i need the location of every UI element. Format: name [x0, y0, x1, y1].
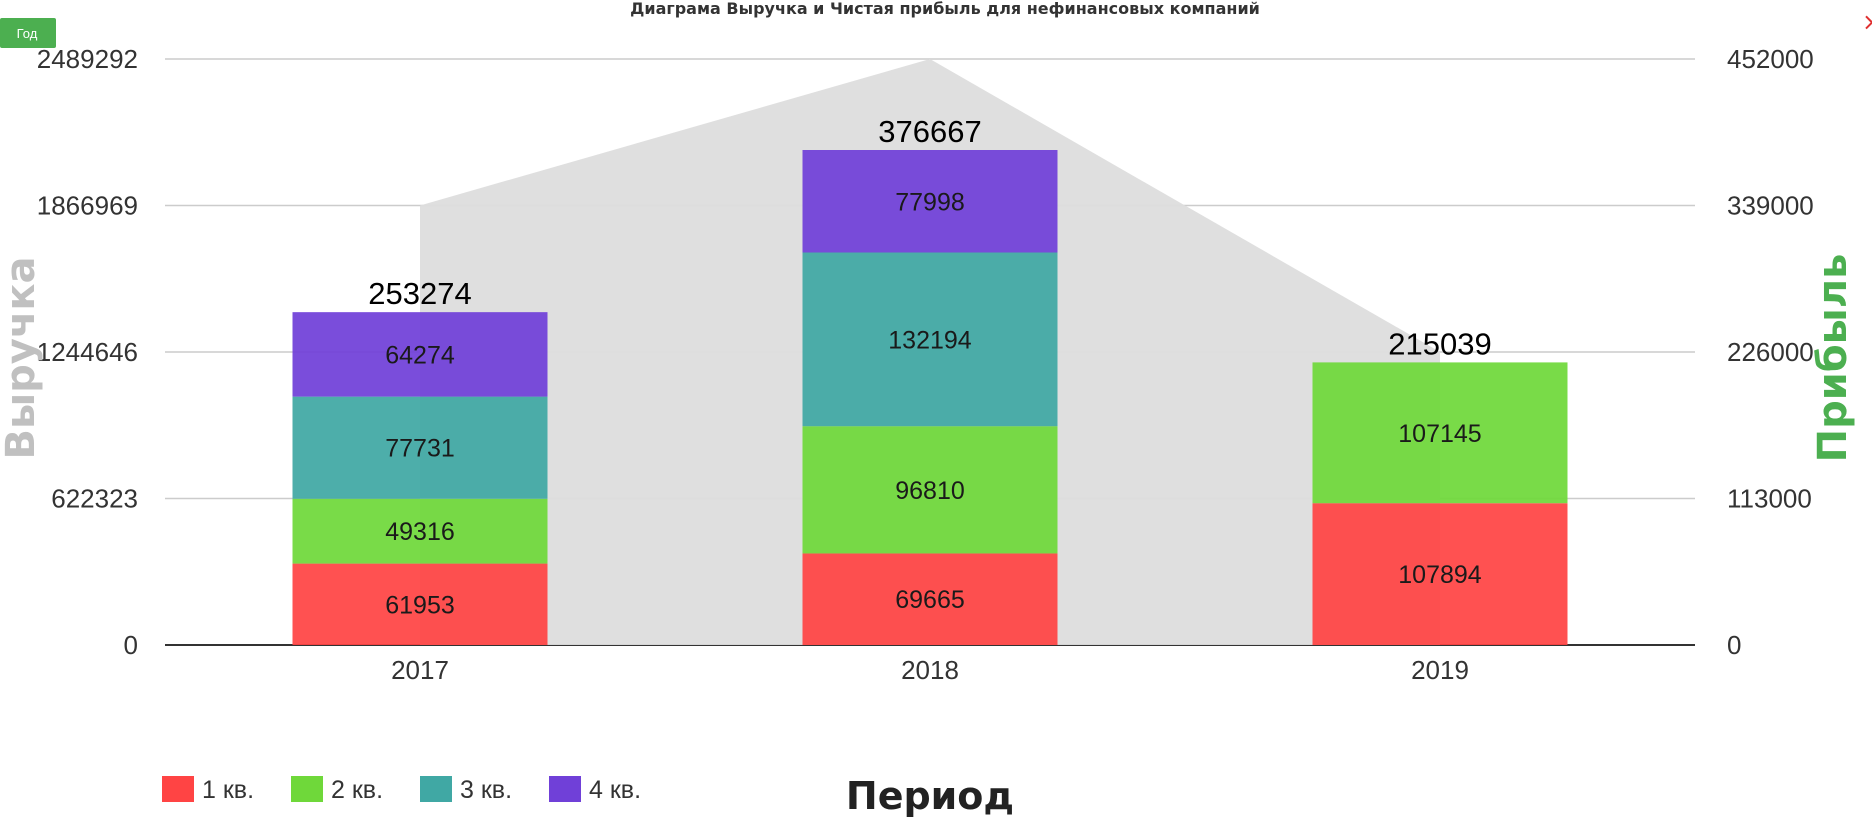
bar-segment-label: 77998 — [895, 188, 965, 216]
legend-label[interactable]: 4 кв. — [589, 776, 641, 804]
axes: 0 0 622323 113000 1244646 226000 1866969 339000… — [37, 44, 1814, 685]
period-button[interactable]: Год — [0, 18, 56, 48]
bar-segment-label: 132194 — [888, 326, 972, 354]
y-tick-label-left: 1244646 — [37, 337, 138, 367]
legend-swatch — [162, 776, 194, 802]
bar-total-label: 215039 — [1388, 326, 1491, 361]
legend-label[interactable]: 2 кв. — [331, 776, 383, 804]
legend-label[interactable]: 1 кв. — [202, 776, 254, 804]
y-tick-label-right: 0 — [1727, 630, 1741, 660]
x-tick-label: 2018 — [901, 655, 959, 685]
bar-segment-label: 96810 — [895, 477, 965, 505]
bar-segment — [802, 252, 1058, 427]
bar-total-label: 376667 — [878, 114, 981, 149]
y-tick-label-left: 2489292 — [37, 44, 138, 74]
period-button-label: Год — [17, 26, 38, 41]
bar-segment — [802, 553, 1058, 645]
y-axis-label-left: Выручка — [0, 257, 44, 460]
y-tick-label-right: 113000 — [1727, 484, 1812, 514]
y-tick-label-right: 339000 — [1727, 191, 1814, 221]
y-tick-label-left: 1866969 — [37, 191, 138, 221]
bar-segment — [802, 426, 1058, 554]
chart-title: Диаграма Выручка и Чистая прибыль для не… — [630, 0, 1260, 18]
bar-segment-label: 49316 — [385, 518, 455, 546]
legend: 1 кв. 2 кв. 3 кв. 4 кв. — [162, 776, 641, 804]
legend-swatch — [420, 776, 452, 802]
bar-segment-label: 107894 — [1398, 561, 1482, 589]
x-tick-label: 2017 — [391, 655, 449, 685]
y-tick-label-right: 452000 — [1727, 44, 1814, 74]
bar-segment — [292, 498, 548, 564]
bar-segment-label: 69665 — [895, 586, 965, 614]
bar-segment — [1312, 503, 1568, 645]
bar-segment-label: 77731 — [385, 435, 455, 463]
y-axis-label-right: Прибыль — [1810, 254, 1856, 463]
bar-segment — [292, 563, 548, 645]
bar-segment — [292, 396, 548, 499]
x-tick-label: 2019 — [1411, 655, 1469, 685]
bar-segment-label: 107145 — [1398, 420, 1481, 448]
bar-segment — [1312, 362, 1568, 504]
y-tick-label-right: 226000 — [1727, 337, 1814, 367]
data-labels: 61953 49316 77731 64274 253274 69665 96810 1321… — [368, 114, 1491, 619]
y-tick-label-left: 622323 — [51, 484, 138, 514]
bars — [292, 150, 1568, 645]
x-axis-label: Период — [846, 774, 1014, 818]
bar-segment-label: 61953 — [385, 591, 455, 619]
bar-segment — [802, 150, 1058, 253]
y-tick-label-left: 0 — [124, 630, 138, 660]
bar-segment — [292, 312, 548, 397]
bar-total-label: 253274 — [368, 276, 471, 311]
close-icon[interactable]: × — [1862, 8, 1872, 36]
legend-label[interactable]: 3 кв. — [460, 776, 512, 804]
legend-swatch — [549, 776, 581, 802]
legend-swatch — [291, 776, 323, 802]
bar-segment-label: 64274 — [385, 341, 455, 369]
